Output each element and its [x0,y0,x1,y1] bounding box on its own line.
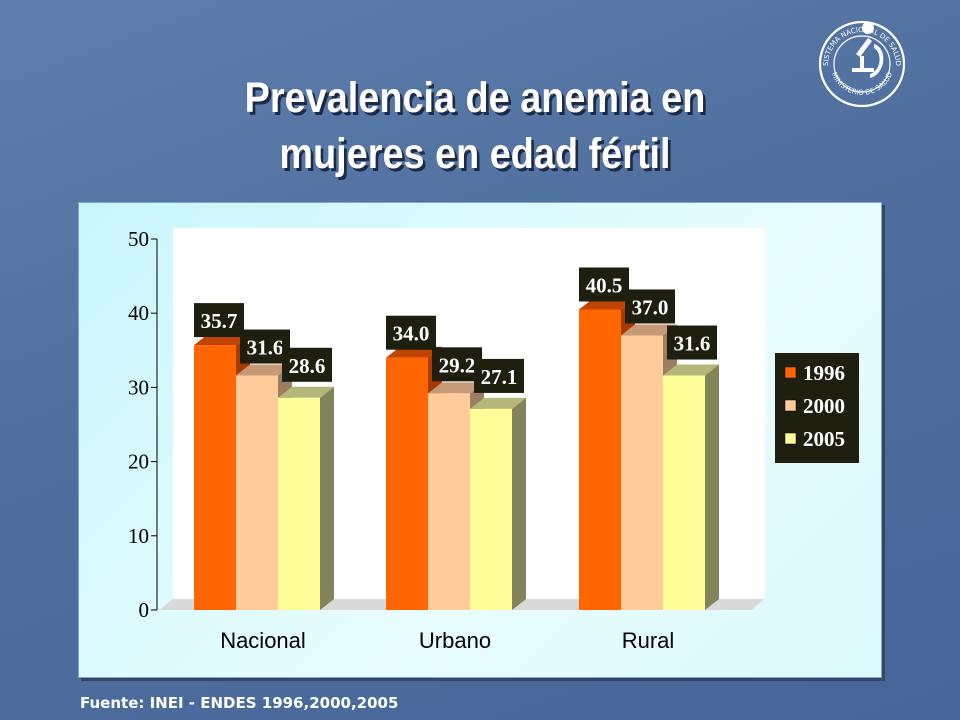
data-label: 40.5 [586,273,623,297]
source-note: Fuente: INEI - ENDES 1996,2000,2005 [80,694,399,712]
ministerio-de-salud-logo: SISTEMA NACIONAL DE SALUD MINISTERIO DE … [818,20,906,108]
data-label-box [194,303,244,338]
y-tick-label: 10 [128,524,149,548]
bar-side-rural-2005 [705,364,719,610]
y-tick-label: 0 [139,598,150,622]
bar-top-urbano-2005 [470,397,526,409]
bar-rural-1996 [579,309,621,610]
legend-label-2005: 2005 [803,427,845,451]
bar-urbano-2000 [428,393,470,610]
data-label: 31.6 [674,332,711,356]
slide-title: Prevalencia de anemia en mujeres en edad… [189,70,761,182]
data-label: 35.7 [201,309,238,333]
logo-text-bottom: MINISTERIO DE SALUD [830,71,894,97]
bar-nacional-2000 [236,375,278,610]
bar-top-rural-2000 [621,324,677,336]
data-label-box [579,267,629,302]
data-label-box [625,289,675,324]
category-label: Nacional [220,628,306,653]
data-label-box [282,347,332,382]
data-label-box [474,358,524,393]
data-label-box [386,315,436,350]
legend-swatch-2000 [784,399,797,412]
bar-urbano-1996 [386,357,428,610]
legend-label-1996: 1996 [803,361,845,385]
data-label: 31.6 [247,336,284,360]
bar-nacional-2005 [278,397,320,610]
data-label: 28.6 [289,354,326,378]
y-tick-label: 40 [128,301,149,325]
legend-swatch-2005 [784,432,797,445]
data-label-box [667,325,717,360]
bar-nacional-1996 [194,345,236,610]
title-line-1: Prevalencia de anemia en [244,74,706,122]
data-label: 29.2 [439,353,476,377]
chart-panel: 0 10 20 30 40 50 35.7 31.6 28.6 Nacional 34.0 29.2 2… [78,202,882,678]
data-label: 34.0 [393,322,430,346]
y-tick-label: 20 [128,450,149,474]
title-line-2: mujeres en edad fértil [279,130,671,178]
category-label: Rural [622,628,675,653]
bar-side-urbano-2005 [512,397,526,610]
legend-label-2000: 2000 [803,394,845,418]
data-label-box [240,329,290,364]
microscope-icon [852,22,884,78]
bar-top-nacional-2005 [278,386,334,398]
bar-rural-2005 [663,375,705,610]
bar-top-nacional-2000 [236,364,292,376]
y-tick-label: 30 [128,375,149,399]
svg-text:MINISTERIO DE SALUD: MINISTERIO DE SALUD [830,71,894,97]
bar-side-nacional-2005 [320,386,334,610]
y-tick-label: 50 [128,227,149,251]
bar-rural-2000 [621,335,663,610]
category-label: Urbano [419,628,491,653]
legend-swatch-1996 [784,366,797,379]
data-label: 37.0 [632,295,669,319]
data-label: 27.1 [481,365,518,389]
data-label-box [432,347,482,382]
bar-top-rural-2005 [663,364,719,376]
bar-urbano-2005 [470,408,512,610]
bar-top-urbano-2000 [428,382,484,394]
